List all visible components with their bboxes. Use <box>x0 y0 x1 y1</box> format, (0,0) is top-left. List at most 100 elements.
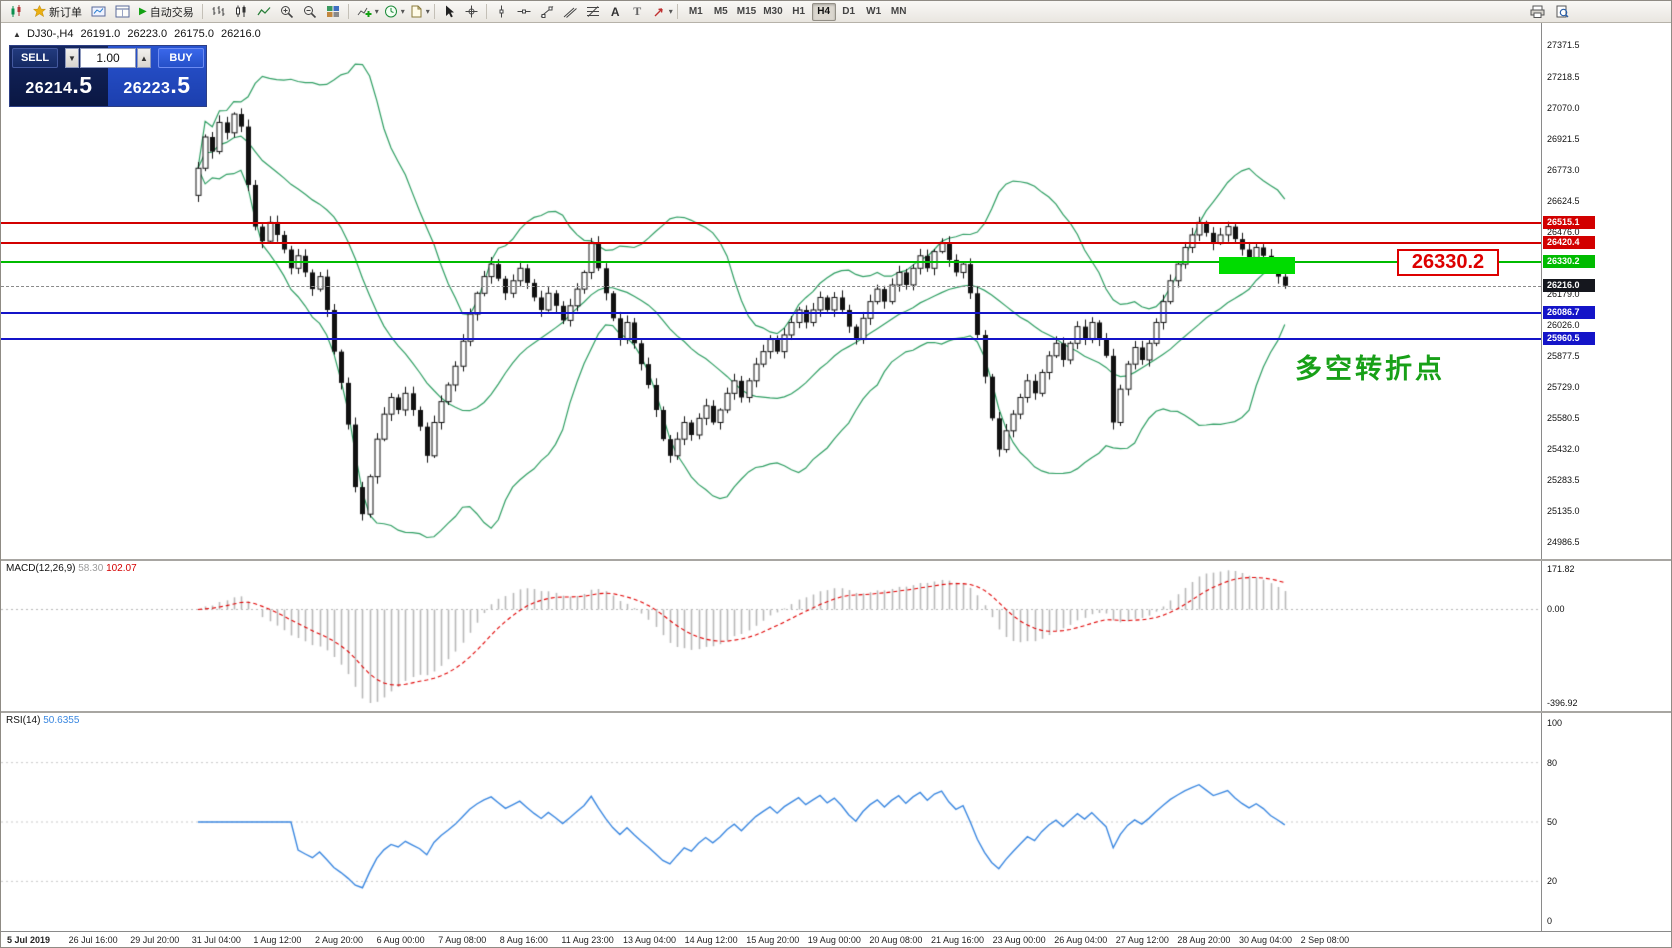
price-tick: 27371.5 <box>1547 40 1580 50</box>
time-label: 30 Aug 04:00 <box>1239 935 1293 945</box>
time-label: 26 Jul 16:00 <box>68 935 118 945</box>
data-window-icon <box>115 5 130 18</box>
time-label: 2 Aug 20:00 <box>315 935 364 945</box>
annotation-text[interactable]: 多空转折点 <box>1295 354 1445 385</box>
time-label: 28 Aug 20:00 <box>1177 935 1231 945</box>
rsi-axis-tick: 20 <box>1547 876 1558 887</box>
volume-increase-button[interactable]: ▲ <box>137 48 151 68</box>
macd-signal-value: 102.07 <box>106 563 137 574</box>
new-chart-icon <box>11 5 21 17</box>
price-tick: 26624.5 <box>1547 195 1580 206</box>
timeframe-m15-button[interactable]: M15 <box>736 6 757 17</box>
price-chart-canvas[interactable] <box>1 23 1541 559</box>
one-click-trading-panel: SELL 26214.5 BUY 26223.5 ▼ ▲ <box>9 45 207 107</box>
rsi-value: 50.6355 <box>43 715 80 726</box>
arrows-dropdown-caret[interactable]: ▾ <box>668 7 673 16</box>
time-label: 11 Aug 23:00 <box>561 935 614 945</box>
equidistant-channel-tool[interactable] <box>559 2 581 21</box>
ohlc-close: 26216.0 <box>221 28 261 40</box>
volume-decrease-button[interactable]: ▼ <box>65 48 79 68</box>
timeframe-d1-button[interactable]: D1 <box>842 6 856 17</box>
time-axis[interactable]: 5 Jul 2019 26 Jul 16:00 29 Jul 20:00 31 Jul… <box>1 931 1671 947</box>
zoom-out-button[interactable] <box>299 2 321 21</box>
print-preview-icon <box>1556 5 1569 18</box>
cursor-button[interactable] <box>439 2 460 21</box>
zoom-in-button[interactable] <box>276 2 298 21</box>
autotrading-play-icon: ▶ <box>139 6 147 17</box>
time-label: 21 Aug 16:00 <box>931 935 985 945</box>
print-button[interactable] <box>1526 2 1549 21</box>
line-chart-type-button[interactable] <box>253 2 275 21</box>
tile-windows-button[interactable] <box>322 2 344 21</box>
rsi-axis-tick: 50 <box>1547 817 1558 827</box>
macd-canvas[interactable] <box>1 561 1541 711</box>
volume-input[interactable] <box>80 48 136 68</box>
profiles-button[interactable] <box>87 2 110 21</box>
time-label: 7 Aug 08:00 <box>438 935 487 945</box>
macd-label: MACD(12,26,9) 58.30 102.07 <box>6 563 137 574</box>
vertical-line-tool[interactable] <box>491 2 512 21</box>
macd-axis-max: 171.82 <box>1547 564 1575 574</box>
trendline-icon <box>540 6 554 18</box>
price-tick: 26921.5 <box>1547 133 1580 144</box>
data-window-button[interactable] <box>111 2 134 21</box>
sell-button[interactable]: SELL <box>12 48 58 68</box>
new-chart-button[interactable] <box>5 2 28 21</box>
buy-button[interactable]: BUY <box>158 48 204 68</box>
timeframe-h1-button[interactable]: H1 <box>792 6 806 17</box>
print-preview-button[interactable] <box>1551 2 1573 21</box>
time-label: 23 Aug 00:00 <box>992 935 1046 945</box>
panel-divider-macd[interactable] <box>1 559 1671 561</box>
periods-button[interactable] <box>380 2 402 21</box>
sell-side: SELL 26214.5 <box>10 46 108 106</box>
arrows-tool[interactable] <box>649 2 670 21</box>
templates-icon <box>411 5 422 18</box>
indicators-button[interactable] <box>353 2 376 21</box>
timeframe-m1-button[interactable]: M1 <box>688 6 703 17</box>
rsi-axis-tick: 80 <box>1547 757 1558 768</box>
new-order-button[interactable]: 新订单 <box>29 2 86 21</box>
time-label: 31 Jul 04:00 <box>191 935 241 945</box>
timeframe-m30-button[interactable]: M30 <box>763 6 783 17</box>
price-axis[interactable]: 27371.5 27218.5 27070.0 26921.5 26773.0 26624… <box>1541 23 1671 931</box>
panel-divider-rsi[interactable] <box>1 711 1671 713</box>
price-tick: 25729.0 <box>1547 382 1580 393</box>
templates-button[interactable] <box>406 2 427 21</box>
price-callout[interactable]: 26330.2 <box>1397 248 1499 276</box>
tile-windows-icon <box>326 6 339 17</box>
price-tick: 25580.5 <box>1547 413 1580 424</box>
text-tool[interactable]: A <box>610 4 620 19</box>
rsi-name: RSI(14) <box>6 715 41 726</box>
resistance-2-price-badge: 26420.4 <box>1543 236 1595 250</box>
timeframe-h4-button[interactable]: H4 <box>811 2 836 21</box>
highlight-rectangle[interactable] <box>1219 256 1295 274</box>
macd-axis-zero: 0.00 <box>1547 604 1565 615</box>
timeframe-m5-button[interactable]: M5 <box>713 6 728 17</box>
timeframe-w1-button[interactable]: W1 <box>866 6 882 17</box>
time-label: 1 Aug 12:00 <box>253 935 302 945</box>
autotrading-button[interactable]: ▶ 自动交易 <box>135 2 198 21</box>
time-label: 27 Aug 12:00 <box>1115 935 1169 945</box>
timeframe-mn-button[interactable]: MN <box>890 6 907 17</box>
toolbar: 新订单 ▶ 自动交易 <box>1 1 1671 23</box>
crosshair-button[interactable] <box>461 2 482 21</box>
candle-chart-type-button[interactable] <box>230 2 252 21</box>
macd-main-value: 58.30 <box>78 563 104 574</box>
fibonacci-icon <box>586 6 599 17</box>
templates-dropdown-caret[interactable]: ▾ <box>425 7 430 16</box>
text-label-tool[interactable]: T <box>633 4 642 18</box>
rsi-canvas[interactable] <box>1 713 1541 931</box>
bar-chart-type-button[interactable] <box>207 2 229 21</box>
sell-price: 26214.5 <box>25 72 93 98</box>
macd-name: MACD(12,26,9) <box>6 563 76 574</box>
price-tick: 26179.0 <box>1547 288 1580 299</box>
fibonacci-tool[interactable] <box>582 2 604 21</box>
indicators-dropdown-caret[interactable]: ▾ <box>374 7 379 16</box>
print-icon <box>1530 5 1545 18</box>
trendline-tool[interactable] <box>536 2 558 21</box>
time-label: 14 Aug 12:00 <box>684 935 738 945</box>
periods-dropdown-caret[interactable]: ▾ <box>400 7 405 16</box>
horizontal-line-tool[interactable] <box>513 2 535 21</box>
new-order-icon <box>33 5 46 18</box>
